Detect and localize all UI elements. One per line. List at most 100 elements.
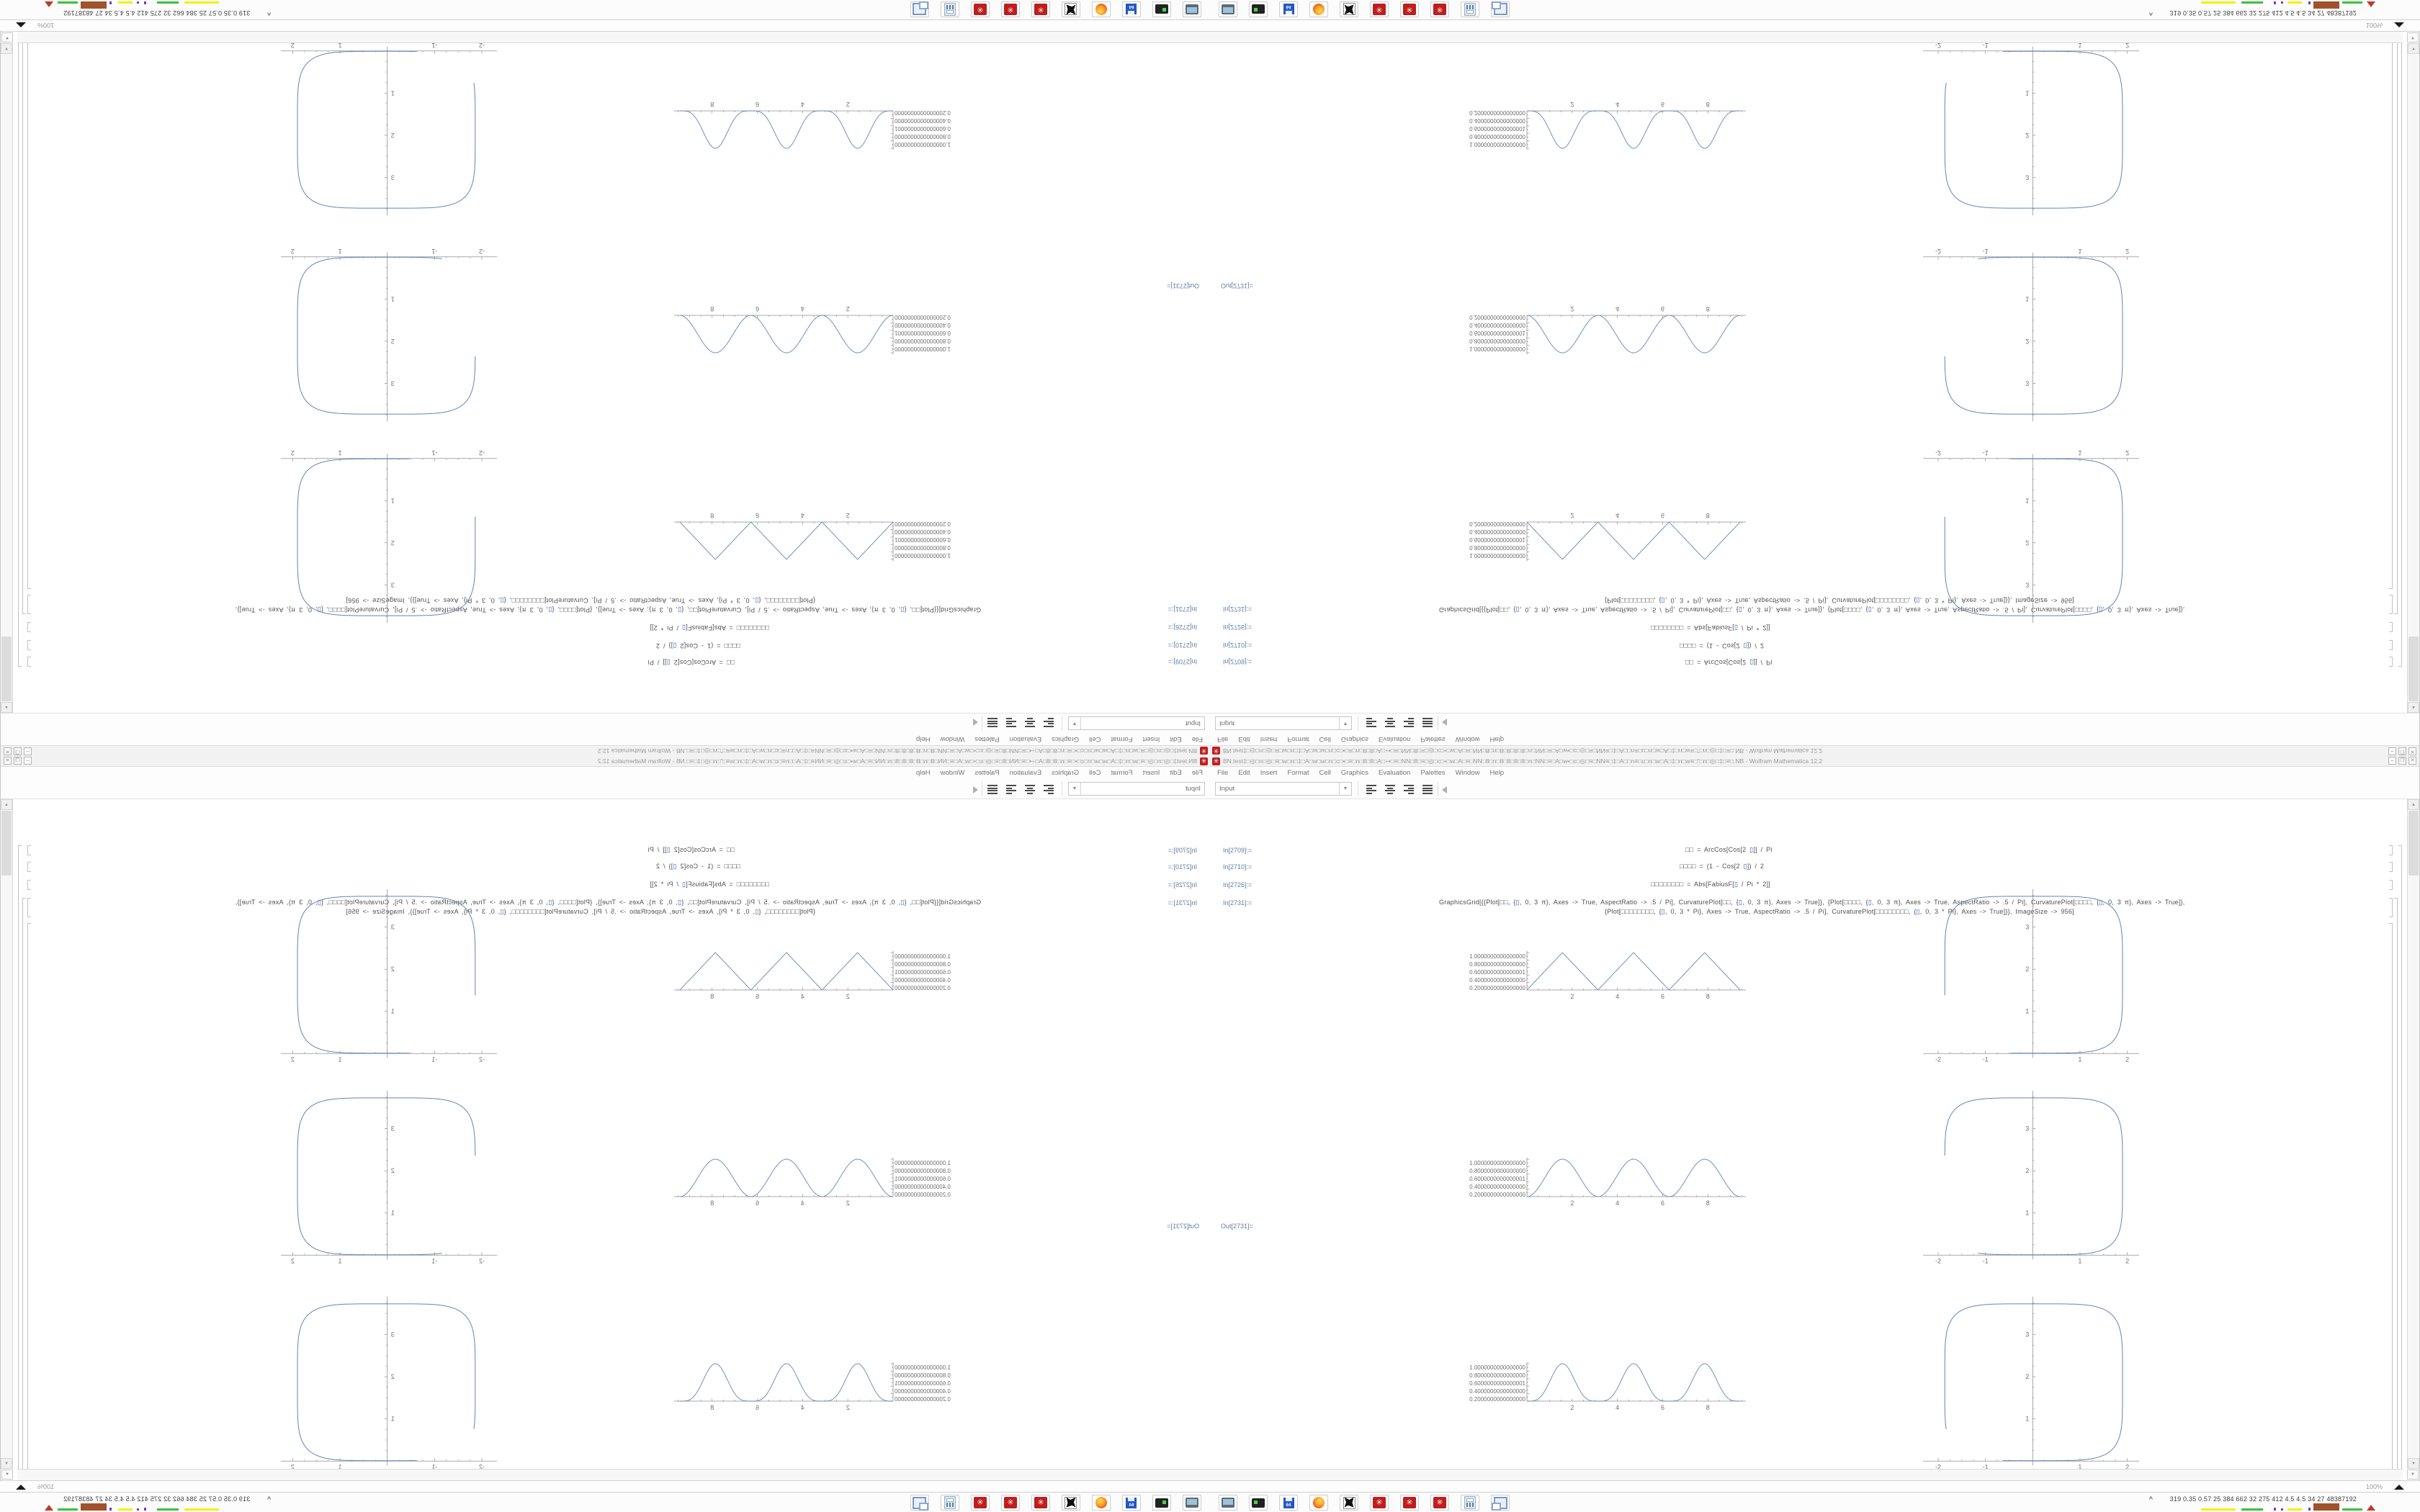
notebook-content[interactable]: In[2709]:= □□ = ArcCos[Cos[2 ▯]] / Pi In… [1210,43,2403,713]
cell-bracket[interactable] [27,845,31,855]
close-button[interactable]: ✕ [4,747,12,755]
menu-insert[interactable]: Insert [1142,735,1160,743]
chevron-down-icon[interactable]: ▼ [1339,783,1351,795]
window-switcher-icon[interactable] [1491,1,1510,17]
menu-palettes[interactable]: Palettes [974,735,1000,743]
window-titlebar[interactable]: ✳ BN.test‡□◎□n□◎□≡□w□n□‡□A□w□w□n□c□•□≡□n… [1210,745,2419,756]
horizontal-scrollbar[interactable] [1210,1469,2403,1480]
align-center-button[interactable] [1381,782,1399,796]
align-center-button[interactable] [1021,716,1039,730]
menu-palettes[interactable]: Palettes [974,769,1000,777]
scanner-device-icon[interactable] [1152,1,1171,17]
inkscape-wolf-icon[interactable] [1340,1495,1358,1511]
firefox-icon[interactable] [1309,1495,1328,1511]
cell-bracket[interactable] [2389,880,2393,890]
cell-bracket[interactable] [27,880,31,890]
input-code[interactable]: □□□□□□□□ = Abs[FabiusF[▯ / Pi * 2]] [650,881,769,888]
outer-group-bracket[interactable] [2398,43,2402,667]
menu-format[interactable]: Format [1111,769,1133,777]
menu-file[interactable]: File [1217,735,1229,743]
horizontal-scrollbar[interactable] [1210,32,2403,43]
cell-group-bracket[interactable] [22,43,26,614]
input-code[interactable]: □□□□ = (1 - Cos[2 ▯]) / 2 [655,642,740,649]
align-left-button[interactable] [1363,782,1380,796]
vertical-scrollbar[interactable]: ▲ ▼ [1,43,13,713]
horizontal-scrollbar[interactable] [17,32,1210,43]
scroll-up-icon[interactable]: ▲ [1,799,12,810]
magnification-value[interactable]: 100% [2365,22,2383,29]
menu-edit[interactable]: Edit [1170,735,1182,743]
align-center-button[interactable] [1021,782,1039,796]
justify-button[interactable] [1419,716,1436,730]
menu-graphics[interactable]: Graphics [1340,735,1368,743]
show-desktop-icon[interactable] [16,1485,26,1490]
floppy-64-icon[interactable]: 64 [1122,1495,1141,1511]
menu-evaluation[interactable]: Evaluation [1009,735,1042,743]
align-right-button[interactable] [1003,782,1020,796]
magnification-value[interactable]: 100% [37,1483,55,1490]
menu-window[interactable]: Window [1455,735,1480,743]
cell-bracket[interactable] [27,595,31,614]
notebook-content[interactable]: In[2709]:= □□ = ArcCos[Cos[2 ▯]] / Pi In… [17,43,1210,713]
magnification-value[interactable]: 100% [2365,1483,2383,1490]
scroll-down-icon[interactable]: ▼ [2408,43,2419,54]
cell-bracket[interactable] [27,622,31,632]
floppy-64-icon[interactable]: 64 [1122,1,1141,17]
minimize-button[interactable]: – [2388,757,2396,765]
cell-style-dropdown[interactable]: Input ▼ [1068,716,1205,730]
restore-button[interactable]: ❐ [14,747,22,755]
calculator-icon[interactable] [941,1495,959,1511]
input-code[interactable]: □□□□□□□□ = Abs[FabiusF[▯ / Pi * 2]] [650,624,769,631]
menu-palettes[interactable]: Palettes [1420,735,1446,743]
notebook-content[interactable]: In[2709]:= □□ = ArcCos[Cos[2 ▯]] / Pi In… [17,799,1210,1469]
align-center-button[interactable] [1381,716,1399,730]
menu-window[interactable]: Window [940,769,965,777]
tray-expander-icon[interactable]: ^ [268,9,272,17]
screenshot-tool-icon[interactable] [1183,1,1201,17]
align-left-button[interactable] [1040,716,1057,730]
scanner-device-icon[interactable] [1152,1495,1171,1511]
align-right-button[interactable] [1003,716,1020,730]
menu-cell[interactable]: Cell [1089,769,1101,777]
menu-evaluation[interactable]: Evaluation [1378,769,1411,777]
menu-palettes[interactable]: Palettes [1420,769,1446,777]
firefox-icon[interactable] [1309,1,1328,17]
minimize-button[interactable]: – [24,747,32,755]
cell-bracket[interactable] [2389,845,2393,855]
menu-evaluation[interactable]: Evaluation [1009,769,1042,777]
mathematica-icon[interactable]: ✳ [1430,1495,1449,1511]
input-code[interactable]: □□□□ = (1 - Cos[2 ▯]) / 2 [1680,642,1765,649]
show-desktop-icon[interactable] [16,22,26,27]
screenshot-tool-icon[interactable] [1219,1,1237,17]
chevron-down-icon[interactable]: ▼ [1339,717,1351,729]
scanner-device-icon[interactable] [1249,1,1268,17]
floppy-64-icon[interactable]: 64 [1279,1495,1298,1511]
window-switcher-icon[interactable] [1491,1495,1510,1511]
scanner-device-icon[interactable] [1249,1495,1268,1511]
close-button[interactable]: ✕ [2408,757,2416,765]
chevron-down-icon[interactable]: ▼ [1069,717,1081,729]
input-code[interactable]: □□ = ArcCos[Cos[2 ▯]] / Pi [1685,846,1773,853]
collapse-left-icon[interactable] [973,719,978,726]
menu-file[interactable]: File [1191,735,1203,743]
menu-file[interactable]: File [1191,769,1203,777]
menu-help[interactable]: Help [1489,735,1504,743]
cell-group-bracket[interactable] [2394,898,2398,1469]
justify-button[interactable] [1419,782,1436,796]
scroll-down-icon[interactable]: ▼ [2408,1458,2419,1469]
restore-button[interactable]: ❐ [14,757,22,765]
output-cell-bracket[interactable] [2389,923,2393,1469]
chevron-down-icon[interactable]: ▼ [1069,783,1081,795]
menu-edit[interactable]: Edit [1238,769,1250,777]
minimize-button[interactable]: – [24,757,32,765]
window-switcher-icon[interactable] [910,1,929,17]
horizontal-scrollbar[interactable] [17,1469,1210,1480]
menu-window[interactable]: Window [940,735,965,743]
menu-cell[interactable]: Cell [1319,735,1331,743]
menu-format[interactable]: Format [1111,735,1133,743]
align-left-button[interactable] [1040,782,1057,796]
vertical-scrollbar[interactable]: ▲ ▼ [2407,43,2419,713]
tray-expander-icon[interactable]: ^ [2148,1495,2153,1503]
show-desktop-icon[interactable] [2394,1485,2404,1490]
output-cell-bracket[interactable] [27,43,31,589]
